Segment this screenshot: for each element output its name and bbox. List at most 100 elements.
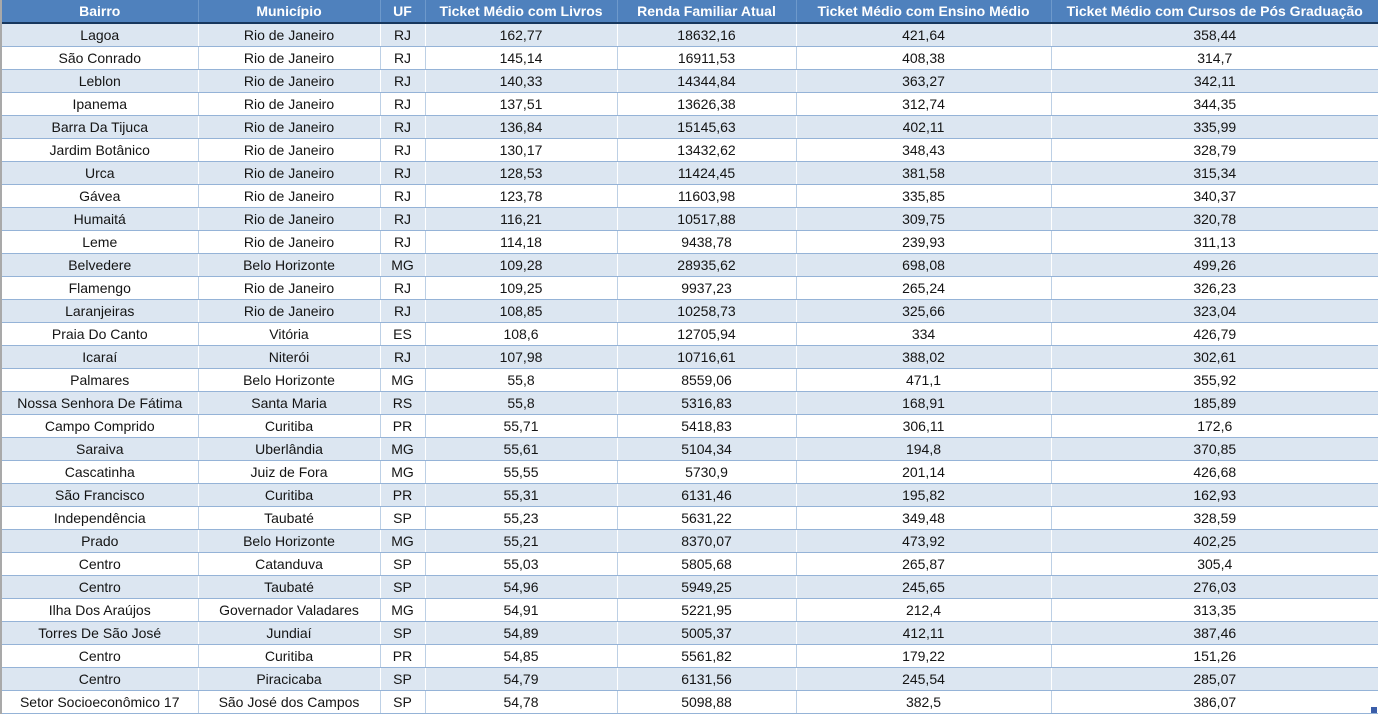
table-cell[interactable]: SP — [380, 575, 426, 599]
table-cell[interactable]: 328,59 — [1051, 506, 1378, 530]
table-cell[interactable]: 55,31 — [425, 483, 618, 507]
table-cell[interactable]: Torres De São José — [2, 621, 199, 645]
table-cell[interactable]: RJ — [380, 92, 426, 116]
table-cell[interactable]: Prado — [2, 529, 199, 553]
table-cell[interactable]: RJ — [380, 207, 426, 231]
table-cell[interactable]: Rio de Janeiro — [198, 299, 381, 323]
table-cell[interactable]: PR — [380, 483, 426, 507]
table-cell[interactable]: 5949,25 — [617, 575, 797, 599]
table-cell[interactable]: 326,23 — [1051, 276, 1378, 300]
table-cell[interactable]: 408,38 — [796, 46, 1052, 70]
table-cell[interactable]: PR — [380, 644, 426, 668]
table-cell[interactable]: Ipanema — [2, 92, 199, 116]
table-cell[interactable]: Barra Da Tijuca — [2, 115, 199, 139]
table-cell[interactable]: Cascatinha — [2, 460, 199, 484]
table-cell[interactable]: 123,78 — [425, 184, 618, 208]
table-cell[interactable]: 55,8 — [425, 391, 618, 415]
table-cell[interactable]: Independência — [2, 506, 199, 530]
table-cell[interactable]: Urca — [2, 161, 199, 185]
table-cell[interactable]: 698,08 — [796, 253, 1052, 277]
table-cell[interactable]: Rio de Janeiro — [198, 69, 381, 93]
table-cell[interactable]: 5316,83 — [617, 391, 797, 415]
table-cell[interactable]: 130,17 — [425, 138, 618, 162]
table-cell[interactable]: Vitória — [198, 322, 381, 346]
table-cell[interactable]: Rio de Janeiro — [198, 46, 381, 70]
table-cell[interactable]: 386,07 — [1051, 690, 1378, 714]
table-cell[interactable]: São Francisco — [2, 483, 199, 507]
table-cell[interactable]: 11424,45 — [617, 161, 797, 185]
table-cell[interactable]: 18632,16 — [617, 23, 797, 47]
table-cell[interactable]: Campo Comprido — [2, 414, 199, 438]
table-cell[interactable]: 305,4 — [1051, 552, 1378, 576]
table-cell[interactable]: RJ — [380, 299, 426, 323]
column-header-ticket-medio-com-livros[interactable]: Ticket Médio com Livros — [425, 0, 618, 24]
table-cell[interactable]: 5730,9 — [617, 460, 797, 484]
table-cell[interactable]: Piracicaba — [198, 667, 381, 691]
table-cell[interactable]: 212,4 — [796, 598, 1052, 622]
table-cell[interactable]: 128,53 — [425, 161, 618, 185]
table-cell[interactable]: Taubaté — [198, 506, 381, 530]
table-cell[interactable]: 323,04 — [1051, 299, 1378, 323]
table-cell[interactable]: RJ — [380, 161, 426, 185]
table-cell[interactable]: 5005,37 — [617, 621, 797, 645]
table-cell[interactable]: 162,93 — [1051, 483, 1378, 507]
table-cell[interactable]: 109,28 — [425, 253, 618, 277]
table-cell[interactable]: Setor Socioeconômico 17 — [2, 690, 199, 714]
table-cell[interactable]: 363,27 — [796, 69, 1052, 93]
table-cell[interactable]: 340,37 — [1051, 184, 1378, 208]
table-cell[interactable]: 473,92 — [796, 529, 1052, 553]
table-cell[interactable]: Governador Valadares — [198, 598, 381, 622]
table-cell[interactable]: 5104,34 — [617, 437, 797, 461]
table-cell[interactable]: 381,58 — [796, 161, 1052, 185]
table-cell[interactable]: SP — [380, 621, 426, 645]
table-cell[interactable]: 421,64 — [796, 23, 1052, 47]
table-cell[interactable]: 10517,88 — [617, 207, 797, 231]
table-cell[interactable]: Rio de Janeiro — [198, 23, 381, 47]
table-cell[interactable]: 265,87 — [796, 552, 1052, 576]
table-cell[interactable]: 370,85 — [1051, 437, 1378, 461]
table-cell[interactable]: 309,75 — [796, 207, 1052, 231]
table-cell[interactable]: 9937,23 — [617, 276, 797, 300]
table-resize-handle[interactable] — [1371, 707, 1377, 713]
table-cell[interactable]: 108,85 — [425, 299, 618, 323]
table-cell[interactable]: 151,26 — [1051, 644, 1378, 668]
table-cell[interactable]: 108,6 — [425, 322, 618, 346]
table-cell[interactable]: Icaraí — [2, 345, 199, 369]
table-cell[interactable]: 13432,62 — [617, 138, 797, 162]
table-cell[interactable]: 426,79 — [1051, 322, 1378, 346]
table-cell[interactable]: MG — [380, 460, 426, 484]
table-cell[interactable]: 54,79 — [425, 667, 618, 691]
table-cell[interactable]: Ilha Dos Araújos — [2, 598, 199, 622]
table-cell[interactable]: 9438,78 — [617, 230, 797, 254]
table-cell[interactable]: 5098,88 — [617, 690, 797, 714]
table-cell[interactable]: Niterói — [198, 345, 381, 369]
table-cell[interactable]: Santa Maria — [198, 391, 381, 415]
table-cell[interactable]: Flamengo — [2, 276, 199, 300]
table-cell[interactable]: 5631,22 — [617, 506, 797, 530]
column-header-ticket-medio-com-ensino-medio[interactable]: Ticket Médio com Ensino Médio — [796, 0, 1052, 24]
table-cell[interactable]: RJ — [380, 230, 426, 254]
table-cell[interactable]: RJ — [380, 46, 426, 70]
table-cell[interactable]: 194,8 — [796, 437, 1052, 461]
table-cell[interactable]: Belo Horizonte — [198, 368, 381, 392]
table-cell[interactable]: 265,24 — [796, 276, 1052, 300]
table-cell[interactable]: Rio de Janeiro — [198, 92, 381, 116]
table-cell[interactable]: 426,68 — [1051, 460, 1378, 484]
table-cell[interactable]: 6131,56 — [617, 667, 797, 691]
table-cell[interactable]: Praia Do Canto — [2, 322, 199, 346]
table-cell[interactable]: 140,33 — [425, 69, 618, 93]
table-cell[interactable]: Laranjeiras — [2, 299, 199, 323]
table-cell[interactable]: 15145,63 — [617, 115, 797, 139]
table-cell[interactable]: RJ — [380, 345, 426, 369]
table-cell[interactable]: 55,23 — [425, 506, 618, 530]
table-cell[interactable]: 5221,95 — [617, 598, 797, 622]
table-cell[interactable]: 335,85 — [796, 184, 1052, 208]
table-cell[interactable]: 313,35 — [1051, 598, 1378, 622]
table-cell[interactable]: 136,84 — [425, 115, 618, 139]
table-cell[interactable]: 302,61 — [1051, 345, 1378, 369]
table-cell[interactable]: 245,65 — [796, 575, 1052, 599]
table-cell[interactable]: 239,93 — [796, 230, 1052, 254]
table-cell[interactable]: MG — [380, 529, 426, 553]
table-cell[interactable]: Lagoa — [2, 23, 199, 47]
column-header-uf[interactable]: UF — [380, 0, 426, 24]
